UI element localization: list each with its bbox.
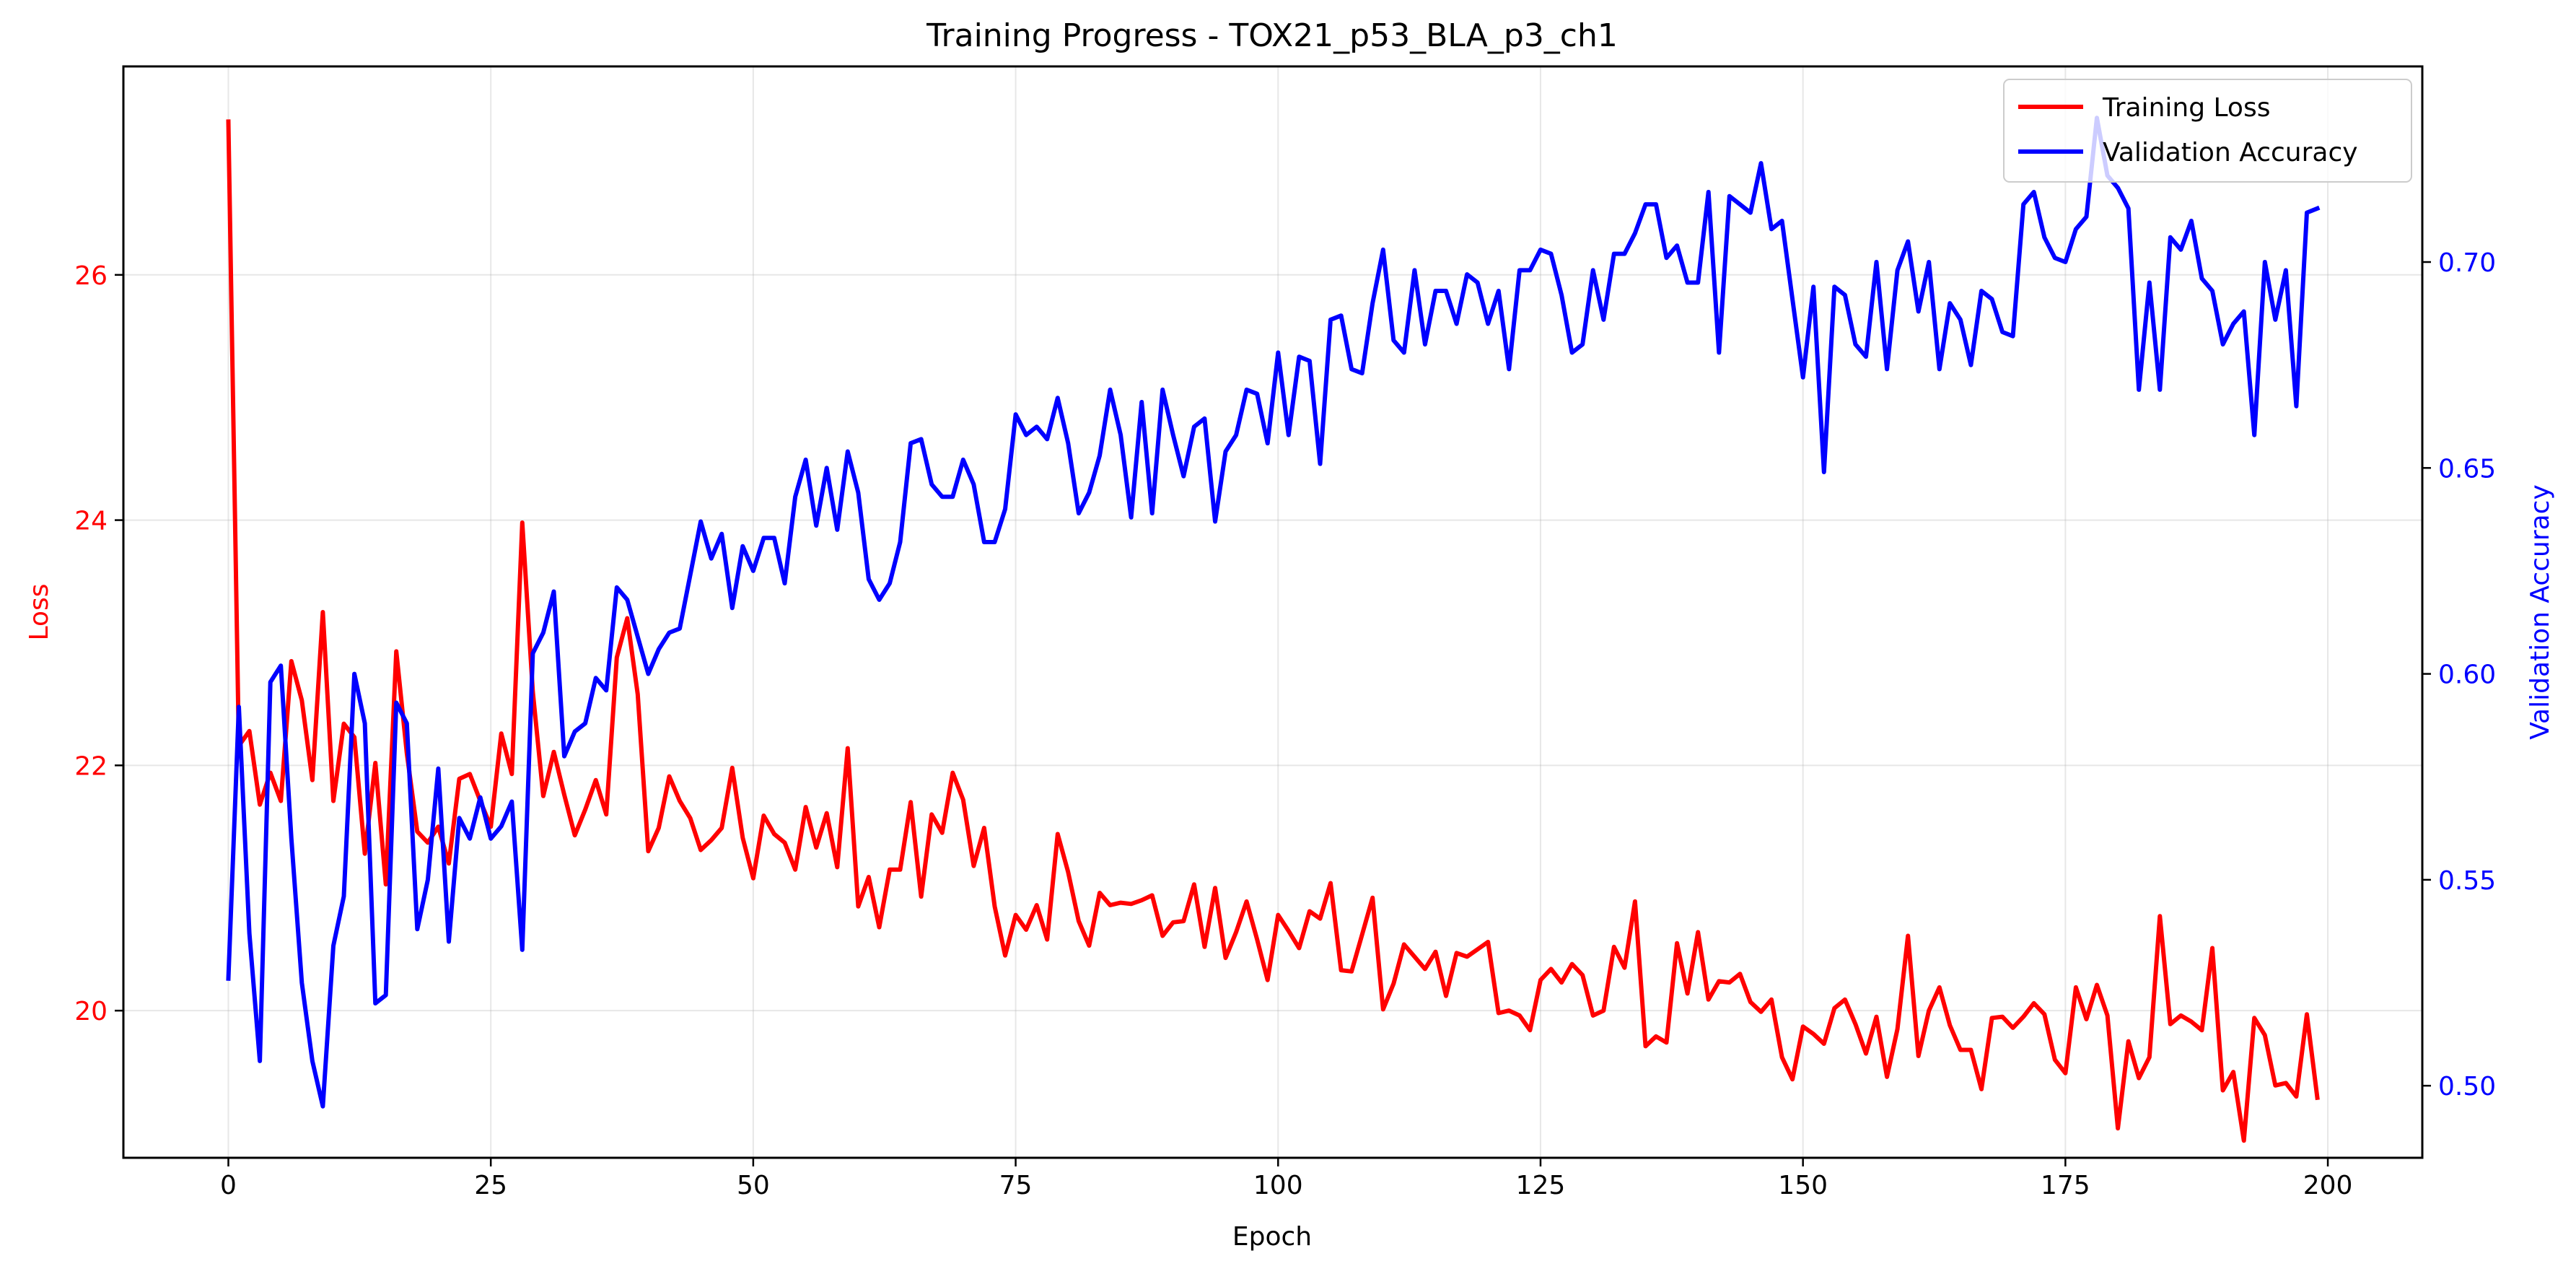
y-axis-right-label: Validation Accuracy — [2525, 484, 2555, 740]
legend-box — [2003, 79, 2412, 183]
y-axis-left: 20 22 24 26 — [74, 261, 123, 1026]
x-tick-label: 175 — [2041, 1171, 2090, 1200]
x-tick-label: 125 — [1516, 1171, 1566, 1200]
x-tick-label: 50 — [737, 1171, 770, 1200]
y-right-tick-label: 0.50 — [2438, 1072, 2496, 1101]
legend-label-validation-accuracy: Validation Accuracy — [2103, 138, 2358, 167]
x-tick-label: 25 — [474, 1171, 507, 1200]
x-tick-label: 150 — [1778, 1171, 1828, 1200]
series-line-training-loss — [226, 119, 2320, 1143]
y-axis-right: 0.50 0.55 0.60 0.65 0.70 — [2422, 248, 2496, 1101]
chart-title: Training Progress - TOX21_p53_BLA_p3_ch1 — [926, 17, 1618, 54]
legend: Training Loss Validation Accuracy — [2003, 79, 2412, 183]
x-axis: 0 25 50 75 100 125 150 175 200 — [220, 1158, 2352, 1200]
y-left-tick-label: 26 — [74, 261, 108, 291]
x-tick-label: 100 — [1253, 1171, 1303, 1200]
y-left-tick-label: 22 — [74, 751, 108, 781]
series-lines — [226, 115, 2321, 1143]
x-tick-label: 200 — [2303, 1171, 2353, 1200]
y-left-tick-label: 24 — [74, 507, 108, 536]
series-line-validation-accuracy — [226, 115, 2321, 1109]
legend-label-training-loss: Training Loss — [2102, 93, 2270, 123]
y-right-tick-label: 0.55 — [2438, 866, 2496, 896]
y-right-tick-label: 0.70 — [2438, 248, 2496, 278]
plot-frame — [122, 65, 2424, 1159]
y-left-tick-label: 20 — [74, 997, 108, 1026]
y-right-tick-label: 0.60 — [2438, 660, 2496, 690]
x-tick-label: 75 — [999, 1171, 1033, 1200]
x-tick-label: 0 — [220, 1171, 237, 1200]
x-axis-label: Epoch — [1232, 1222, 1312, 1252]
y-axis-left-label: Loss — [25, 584, 54, 641]
y-right-tick-label: 0.65 — [2438, 454, 2496, 484]
